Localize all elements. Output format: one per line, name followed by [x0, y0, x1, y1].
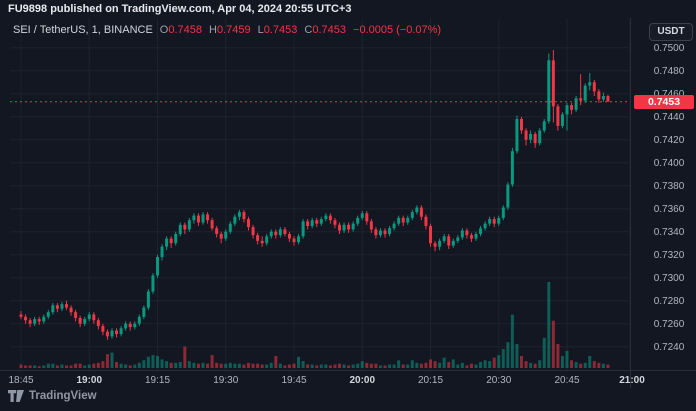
- axis-separators: [0, 18, 696, 388]
- symbol-title[interactable]: SEI / TetherUS, 1, BINANCE: [13, 24, 153, 36]
- high-label: H: [209, 24, 217, 36]
- svg-text:0.7240: 0.7240: [654, 342, 685, 353]
- low-label: L: [257, 24, 264, 36]
- svg-text:20:45: 20:45: [554, 375, 579, 386]
- svg-text:19:00: 19:00: [76, 375, 102, 386]
- svg-text:19:30: 19:30: [213, 375, 238, 386]
- close-label: C: [304, 24, 313, 36]
- svg-text:0.7420: 0.7420: [654, 135, 685, 146]
- svg-text:0.7400: 0.7400: [654, 158, 685, 169]
- close-value: 0.7453: [312, 24, 347, 36]
- open-value: 0.7458: [168, 24, 203, 36]
- price-axis[interactable]: 0.7500 0.7480 0.7460 0.7440 0.7420 0.7400 0.73…: [654, 43, 685, 353]
- svg-text:0.7360: 0.7360: [654, 204, 685, 215]
- tradingview-footer[interactable]: TradingView: [8, 390, 97, 402]
- open-label: O: [159, 24, 169, 36]
- svg-text:19:45: 19:45: [281, 375, 306, 386]
- svg-text:0.7280: 0.7280: [654, 296, 685, 307]
- svg-text:20:15: 20:15: [418, 375, 443, 386]
- svg-text:20:30: 20:30: [486, 375, 511, 386]
- svg-text:0.7320: 0.7320: [654, 250, 685, 261]
- tradingview-brand-text: TradingView: [29, 390, 97, 402]
- svg-text:20:00: 20:00: [349, 375, 375, 386]
- svg-text:21:00: 21:00: [619, 375, 645, 386]
- svg-text:0.7460: 0.7460: [654, 89, 685, 100]
- svg-text:19:15: 19:15: [145, 375, 170, 386]
- volume-bars: [19, 282, 610, 368]
- tradingview-logo-icon: [8, 390, 24, 402]
- attribution-text: FU9898 published on TradingView.com, Apr…: [8, 3, 352, 15]
- svg-text:18:45: 18:45: [8, 375, 33, 386]
- chart-grid: [10, 18, 631, 370]
- svg-text:0.7340: 0.7340: [654, 227, 685, 238]
- svg-text:0.7380: 0.7380: [654, 181, 685, 192]
- svg-text:0.7480: 0.7480: [654, 66, 685, 77]
- last-price-label: 0.7453: [634, 95, 694, 109]
- candles: [19, 50, 610, 340]
- low-value: 0.7453: [263, 24, 298, 36]
- symbol-legend[interactable]: SEI / TetherUS, 1, BINANCE O0.7458 H0.7459…: [13, 24, 441, 36]
- high-value: 0.7459: [216, 24, 251, 36]
- svg-text:0.7440: 0.7440: [654, 112, 685, 123]
- svg-text:0.7260: 0.7260: [654, 319, 685, 330]
- currency-toggle-button[interactable]: USDT: [649, 23, 693, 41]
- svg-text:0.7500: 0.7500: [654, 43, 685, 54]
- time-axis[interactable]: 18:45 19:00 19:15 19:30 19:45 20:00 20:15 20:30…: [8, 375, 645, 386]
- svg-text:0.7300: 0.7300: [654, 273, 685, 284]
- change-value: −0.0005 (−0.07%): [353, 24, 442, 36]
